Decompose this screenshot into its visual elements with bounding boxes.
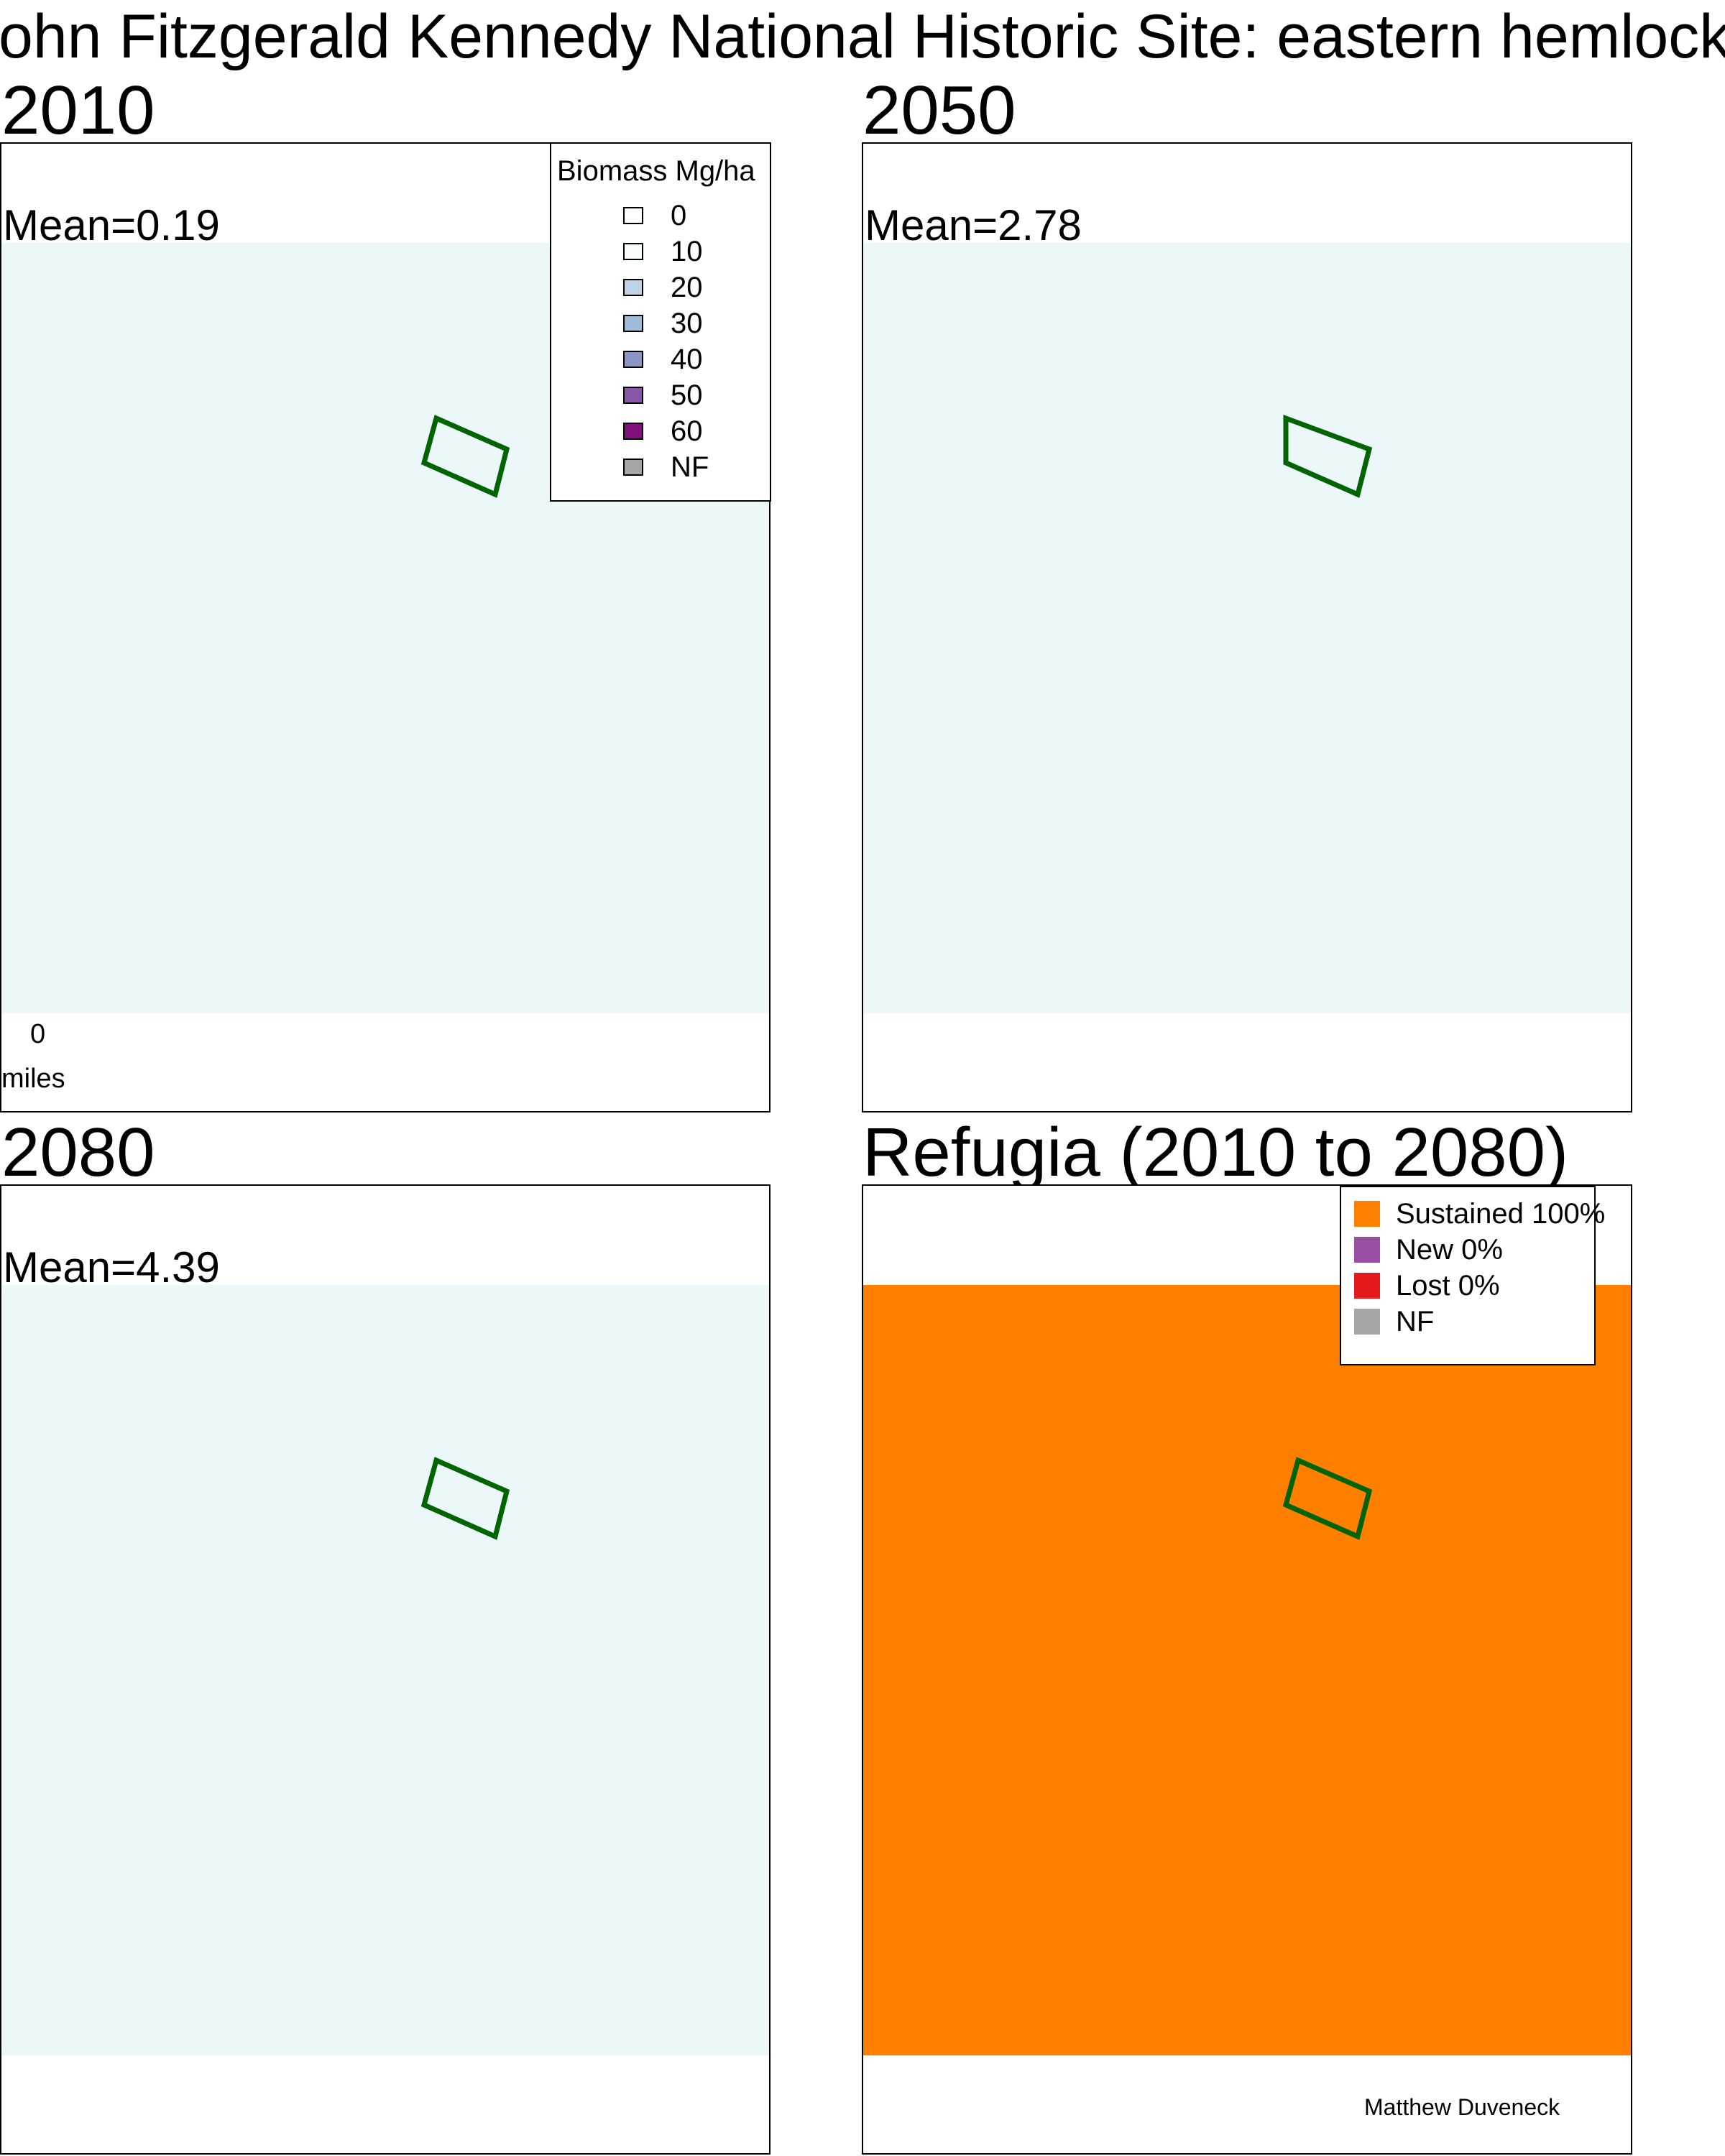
mean-label-2050: Mean=2.78: [865, 201, 1082, 249]
biomass-legend-item: 30: [623, 308, 703, 339]
refugia-legend-label: Lost 0%: [1396, 1269, 1500, 1302]
refugia-legend-item: Lost 0%: [1354, 1268, 1500, 1304]
refugia-legend-item: NF: [1354, 1304, 1434, 1340]
biomass-legend-item: 40: [623, 344, 703, 375]
refugia-legend-swatch: [1354, 1237, 1380, 1263]
map-panel-2080: Mean=4.39: [0, 1184, 770, 2155]
biomass-legend-item: 20: [623, 272, 703, 303]
biomass-legend-label: 10: [671, 235, 703, 267]
biomass-legend-swatch: [623, 423, 643, 440]
refugia-legend-swatch: [1354, 1309, 1380, 1335]
biomass-legend-item: 10: [623, 236, 703, 267]
biomass-legend-swatch: [623, 459, 643, 476]
panel-title-refugia: Refugia (2010 to 2080): [862, 1114, 1569, 1191]
biomass-legend-heading: Biomass Mg/ha: [557, 155, 755, 187]
biomass-legend-item: 0: [623, 200, 686, 231]
map-panel-2050: Mean=2.78: [862, 142, 1632, 1112]
refugia-legend-item: Sustained 100%: [1354, 1196, 1605, 1232]
biomass-raster-2080: [1, 1285, 769, 2055]
mean-label-2010: Mean=0.19: [3, 201, 220, 249]
biomass-legend-swatch: [623, 387, 643, 404]
refugia-raster: [863, 1285, 1631, 2055]
biomass-legend-label: 50: [671, 379, 703, 411]
scale-bar-unit: miles: [1, 1064, 65, 1094]
panel-title-2050: 2050: [862, 72, 1016, 149]
biomass-legend-label: 40: [671, 343, 703, 375]
biomass-legend-label: NF: [671, 451, 709, 483]
biomass-legend-swatch: [623, 279, 643, 296]
refugia-legend-label: Sustained 100%: [1396, 1197, 1606, 1230]
biomass-legend-item: 50: [623, 379, 703, 411]
biomass-legend-swatch: [623, 207, 643, 224]
biomass-legend-label: 0: [671, 199, 687, 231]
park-boundary-2050: [1283, 414, 1373, 498]
biomass-legend-label: 30: [671, 307, 703, 339]
biomass-legend-swatch: [623, 243, 643, 260]
map-panel-refugia: [862, 1184, 1632, 2155]
scale-bar-zero: 0: [30, 1019, 46, 1049]
refugia-legend-swatch: [1354, 1273, 1380, 1299]
panel-title-2010: 2010: [1, 72, 155, 149]
park-boundary-refugia: [1282, 1457, 1373, 1540]
refugia-legend-swatch: [1354, 1201, 1380, 1227]
biomass-legend-label: 20: [671, 271, 703, 303]
refugia-legend-label: NF: [1396, 1305, 1435, 1337]
biomass-legend-swatch: [623, 351, 643, 368]
biomass-legend-item: 60: [623, 415, 703, 447]
biomass-legend-item: NF: [623, 451, 709, 483]
park-boundary-2080: [420, 1457, 510, 1540]
biomass-legend: Biomass Mg/ha 0 10 20 30 40 50 60 NF: [550, 142, 771, 502]
author-credit: Matthew Duveneck: [1364, 2094, 1560, 2120]
mean-label-2080: Mean=4.39: [3, 1243, 220, 1291]
panel-title-2080: 2080: [1, 1114, 155, 1191]
biomass-raster-2050: [863, 243, 1631, 1013]
refugia-legend-label: New 0%: [1396, 1233, 1503, 1266]
park-boundary-2010: [420, 415, 510, 498]
biomass-legend-swatch: [623, 315, 643, 332]
figure-title: John Fitzgerald Kennedy National Histori…: [0, 2, 1725, 71]
refugia-legend-item: New 0%: [1354, 1232, 1503, 1268]
refugia-legend: Sustained 100% New 0% Lost 0% NF: [1340, 1186, 1605, 1365]
biomass-legend-label: 60: [671, 415, 703, 447]
